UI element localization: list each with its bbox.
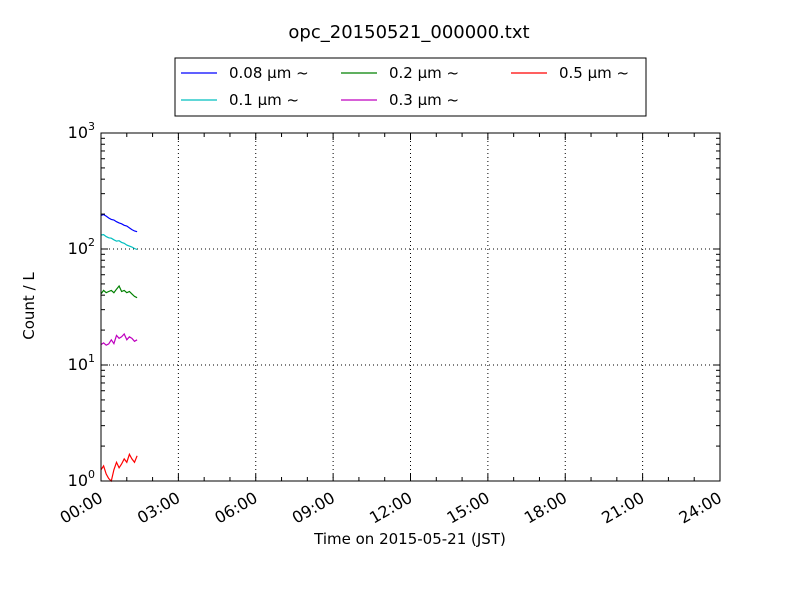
y-tick-exponent: 3 [88,120,95,133]
chart-title: opc_20150521_000000.txt [288,22,529,43]
y-tick-label: 102 [68,236,95,258]
legend-entry-4: 0.5 μm ~ [559,64,629,82]
x-axis-label: Time on 2015-05-21 (JST) [313,530,506,548]
legend-box [174,57,647,117]
legend-entry-0: 0.08 μm ~ [229,64,309,82]
legend-entry-1: 0.1 μm ~ [229,91,299,109]
y-tick-base: 10 [68,239,88,258]
series-line-4 [100,452,138,483]
y-tick-exponent: 2 [88,236,95,249]
y-tick-label: 100 [68,468,95,490]
y-tick-label: 101 [68,352,95,374]
series-line-0 [100,213,138,233]
y-tick-exponent: 0 [88,468,95,481]
series-line-3 [100,332,138,346]
y-axis-label: Count / L [20,272,38,340]
y-tick-exponent: 1 [88,352,95,365]
data-series [100,213,138,483]
legend-entry-3: 0.3 μm ~ [389,91,459,109]
legend-entry-2: 0.2 μm ~ [389,64,459,82]
y-tick-base: 10 [68,123,88,142]
series-line-2 [100,284,138,299]
y-tick-base: 10 [68,471,88,490]
y-tick-base: 10 [68,355,88,374]
y-tick-label: 103 [68,120,95,142]
legend: 0.08 μm ~ 0.1 μm ~ 0.2 μm ~ 0.3 μm ~ 0.5 μm … [174,57,647,117]
series-line-1 [100,233,138,251]
